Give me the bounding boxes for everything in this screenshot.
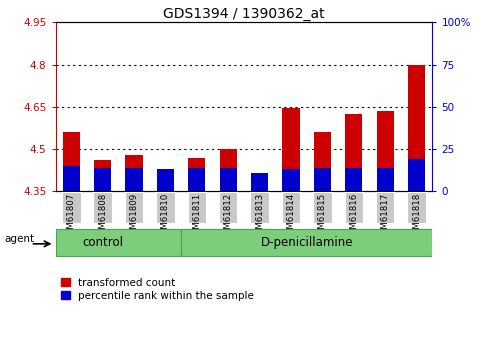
Text: GSM61817: GSM61817 xyxy=(381,193,390,240)
Bar xyxy=(157,180,174,191)
Bar xyxy=(126,155,142,191)
FancyBboxPatch shape xyxy=(187,192,206,223)
Text: control: control xyxy=(82,236,123,249)
Text: GSM61815: GSM61815 xyxy=(318,193,327,240)
FancyBboxPatch shape xyxy=(282,192,300,223)
FancyBboxPatch shape xyxy=(407,192,426,223)
Text: GSM61809: GSM61809 xyxy=(129,193,139,240)
Bar xyxy=(188,168,205,191)
Text: GSM61813: GSM61813 xyxy=(255,193,264,240)
Title: GDS1394 / 1390362_at: GDS1394 / 1390362_at xyxy=(163,7,325,21)
Text: GSM61816: GSM61816 xyxy=(349,193,358,240)
Bar xyxy=(377,168,394,191)
Text: agent: agent xyxy=(4,234,35,244)
Bar xyxy=(220,168,237,191)
Bar xyxy=(283,108,299,191)
Legend: transformed count, percentile rank within the sample: transformed count, percentile rank withi… xyxy=(61,278,255,301)
Bar xyxy=(94,160,111,191)
Bar xyxy=(126,168,142,191)
Text: GSM61808: GSM61808 xyxy=(98,193,107,240)
FancyBboxPatch shape xyxy=(181,229,432,256)
FancyBboxPatch shape xyxy=(93,192,112,223)
Bar xyxy=(314,132,331,191)
Bar xyxy=(63,132,80,191)
Bar xyxy=(314,168,331,191)
Text: D-penicillamine: D-penicillamine xyxy=(260,236,353,249)
Text: GSM61810: GSM61810 xyxy=(161,193,170,240)
Bar xyxy=(251,185,268,191)
Text: GSM61814: GSM61814 xyxy=(286,193,296,240)
Bar xyxy=(408,65,425,191)
FancyBboxPatch shape xyxy=(313,192,332,223)
Bar xyxy=(408,159,425,191)
FancyBboxPatch shape xyxy=(62,192,81,223)
FancyBboxPatch shape xyxy=(56,229,181,256)
Bar xyxy=(251,173,268,191)
FancyBboxPatch shape xyxy=(376,192,395,223)
Bar xyxy=(283,169,299,191)
Text: GSM61812: GSM61812 xyxy=(224,193,233,240)
Bar xyxy=(345,114,362,191)
Bar xyxy=(188,158,205,191)
FancyBboxPatch shape xyxy=(156,192,175,223)
Bar xyxy=(345,168,362,191)
Bar xyxy=(220,149,237,191)
Bar xyxy=(157,169,174,191)
Text: GSM61818: GSM61818 xyxy=(412,193,421,240)
Bar xyxy=(63,166,80,191)
FancyBboxPatch shape xyxy=(219,192,238,223)
FancyBboxPatch shape xyxy=(344,192,363,223)
FancyBboxPatch shape xyxy=(250,192,269,223)
Bar xyxy=(94,168,111,191)
Bar xyxy=(377,111,394,191)
FancyBboxPatch shape xyxy=(125,192,143,223)
Text: GSM61807: GSM61807 xyxy=(67,193,76,240)
Text: GSM61811: GSM61811 xyxy=(192,193,201,240)
